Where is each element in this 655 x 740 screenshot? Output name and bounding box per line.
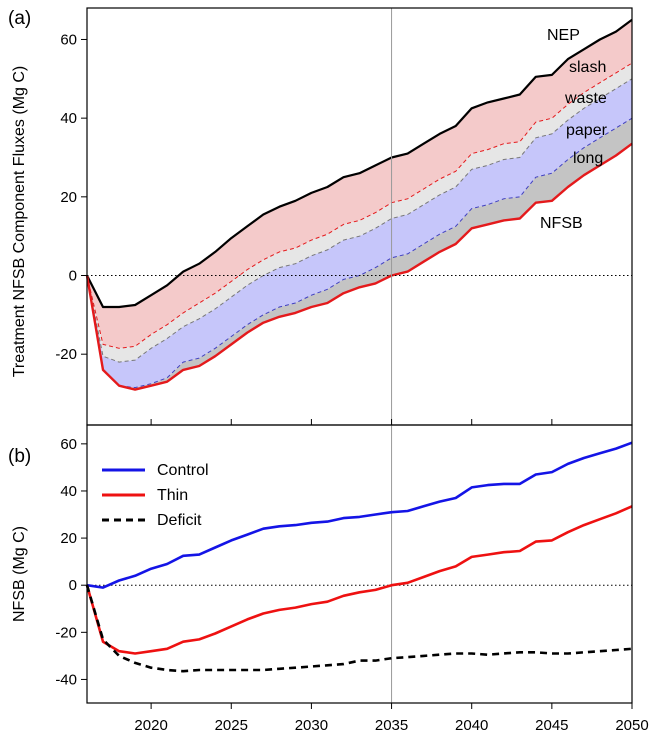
legend-label-deficit: Deficit: [157, 512, 202, 529]
x-tick-label-2040: 2040: [455, 717, 488, 734]
legend-label-thin: Thin: [157, 487, 188, 504]
panel-b-label: (b): [8, 446, 31, 467]
y-tick-label-b-60: 60: [60, 436, 77, 453]
panel-a-reference-lines: [87, 8, 632, 425]
boundary-line-long: [85, 142, 633, 391]
y-tick-label-b--40: -40: [55, 671, 77, 688]
band-slash: [87, 19, 632, 349]
y-tick-label-a--20: -20: [55, 346, 77, 363]
annotation-nep: NEP: [547, 27, 580, 44]
series-line-deficit: [85, 584, 633, 673]
legend-label-control: Control: [157, 462, 209, 479]
boundary-line-slash: [86, 62, 633, 349]
x-tick-label-2030: 2030: [295, 717, 328, 734]
x-tick-label-2035: 2035: [375, 717, 408, 734]
x-tick-label-2020: 2020: [134, 717, 167, 734]
boundary-line-waste: [86, 78, 633, 363]
y-tick-label-b-0: 0: [69, 577, 77, 594]
panel-a-label: (a): [8, 8, 31, 29]
y-tick-label-a-20: 20: [60, 189, 77, 206]
band-paper: [87, 78, 632, 388]
series-line-control: [86, 441, 633, 589]
y-tick-label-b-20: 20: [60, 530, 77, 547]
y-tick-label-a-0: 0: [69, 268, 77, 285]
panel-a-bands: [87, 19, 632, 390]
boundary-line-nep: [86, 18, 633, 309]
panel-a-ticks: -20 0 20 40 60: [55, 31, 633, 425]
panel-a: -20 0 20 40 60 (a) Treatment NFSB Component …: [8, 7, 633, 426]
x-tick-label-2025: 2025: [215, 717, 248, 734]
band-waste: [87, 63, 632, 363]
y-tick-label-b-40: 40: [60, 483, 77, 500]
panel-b-y-axis-title: NFSB (Mg C): [11, 526, 28, 622]
x-tick-label-2050: 2050: [615, 717, 648, 734]
y-tick-label-a-40: 40: [60, 110, 77, 127]
panel-b-legend: Control Thin Deficit: [102, 462, 209, 529]
annotation-slash: slash: [569, 59, 606, 76]
y-tick-label-a-60: 60: [60, 31, 77, 48]
x-tick-label-2045: 2045: [535, 717, 568, 734]
annotation-long: long: [573, 150, 603, 167]
panel-b-reference-lines: [87, 425, 632, 703]
annotation-waste: waste: [564, 90, 607, 107]
series-line-thin: [85, 505, 633, 655]
panel-b-lines: [85, 441, 633, 673]
panel-b-frame: [86, 424, 633, 704]
y-tick-label-b--20: -20: [55, 624, 77, 641]
annotation-paper: paper: [566, 122, 608, 139]
panel-a-y-axis-title: Treatment NFSB Component Fluxes (Mg C): [11, 66, 28, 378]
panel-a-annotations: NEP slash waste paper long NFSB: [540, 27, 608, 232]
annotation-nfsb: NFSB: [540, 215, 583, 232]
